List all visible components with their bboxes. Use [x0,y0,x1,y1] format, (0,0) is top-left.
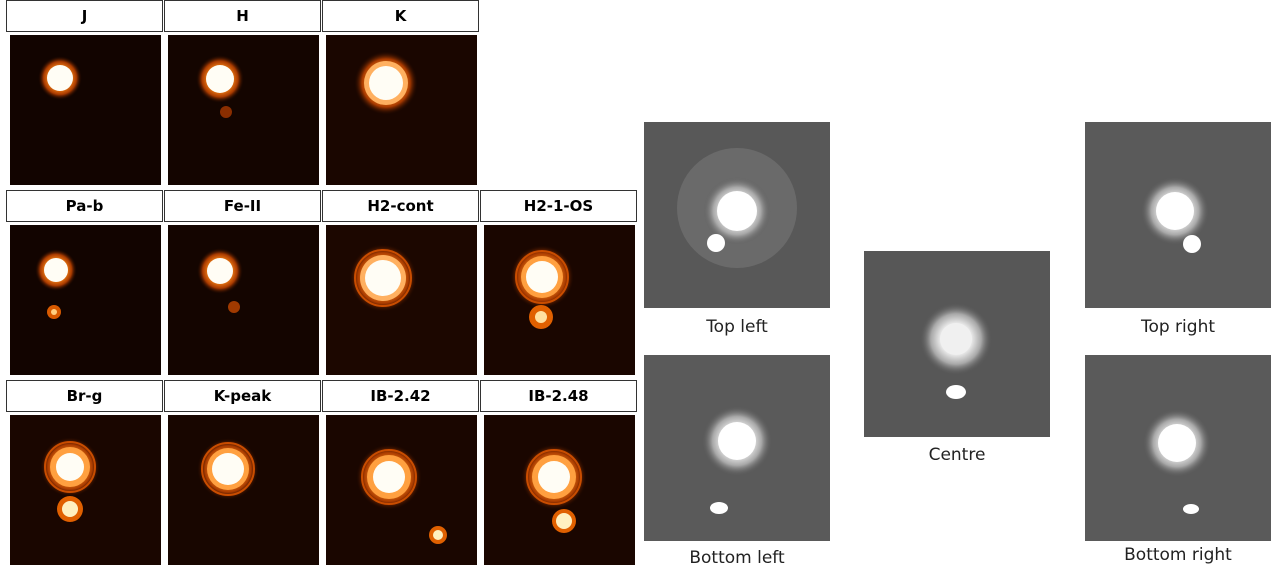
position-image-centre [864,251,1050,437]
panel-image [326,35,477,185]
panel-label: Pa-b [6,190,163,222]
panel-image [326,415,477,565]
panel-image [484,225,635,375]
panel-label: H [164,0,321,32]
panel-label: J [6,0,163,32]
panel-label: Br-g [6,380,163,412]
panel-label: H2-cont [322,190,479,222]
panel-image [168,35,319,185]
panel-label: IB-2.48 [480,380,637,412]
panel-image [10,415,161,565]
panel-image [168,225,319,375]
filter-image-grid: J H K [2,0,638,570]
position-image-top-right [1085,122,1271,308]
panel-label: H2-1-OS [480,190,637,222]
panel-image [10,35,161,185]
position-image-top-left [644,122,830,308]
position-label: Centre [928,445,986,465]
panel-image [326,225,477,375]
position-image-bottom-right [1085,355,1271,541]
panel-image [168,415,319,565]
position-image-bottom-left [644,355,830,541]
panel-label: IB-2.42 [322,380,479,412]
panel-label: K-peak [164,380,321,412]
position-label: Bottom left [689,548,785,568]
position-label: Top right [1140,317,1216,337]
panel-label: K [322,0,479,32]
panel-label: Fe-II [164,190,321,222]
panel-image [10,225,161,375]
panel-image [484,415,635,565]
position-label: Bottom right [1124,545,1232,565]
position-label: Top left [706,317,768,337]
